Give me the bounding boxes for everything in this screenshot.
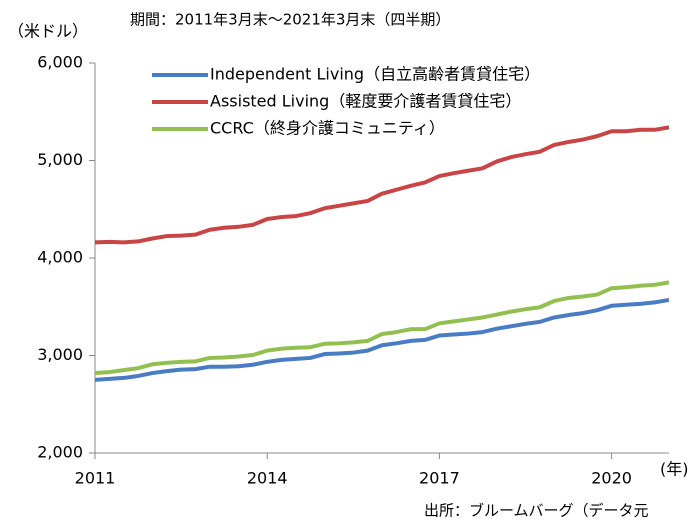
y-tick-label: 4,000 bbox=[37, 248, 83, 267]
x-tick-label: 2020 bbox=[591, 469, 632, 488]
chart-title: 期間：2011年3月末～2021年3月末（四半期） bbox=[130, 11, 450, 29]
y-tick-label: 6,000 bbox=[37, 53, 83, 72]
legend-label: Assisted Living（軽度要介護者賃貸住宅） bbox=[210, 92, 521, 111]
legend-label: CCRC（終身介護コミュニティ） bbox=[210, 119, 445, 138]
x-tick-label: 2017 bbox=[419, 469, 460, 488]
series-line bbox=[94, 125, 670, 245]
x-tick-label: 2011 bbox=[75, 469, 116, 488]
y-axis-label: （米ドル） bbox=[8, 22, 88, 41]
x-tick-label: 2014 bbox=[247, 469, 288, 488]
y-tick-label: 5,000 bbox=[37, 150, 83, 169]
y-tick-label: 2,000 bbox=[37, 443, 83, 462]
x-axis-label: (年) bbox=[660, 460, 689, 479]
series-line bbox=[94, 297, 670, 382]
y-tick-label: 3,000 bbox=[37, 345, 83, 364]
source-note: 出所：ブルームバーグ（データ元 bbox=[424, 502, 649, 520]
series-line bbox=[94, 280, 670, 376]
legend-label: Independent Living（自立高齢者賃貸住宅） bbox=[210, 65, 540, 84]
